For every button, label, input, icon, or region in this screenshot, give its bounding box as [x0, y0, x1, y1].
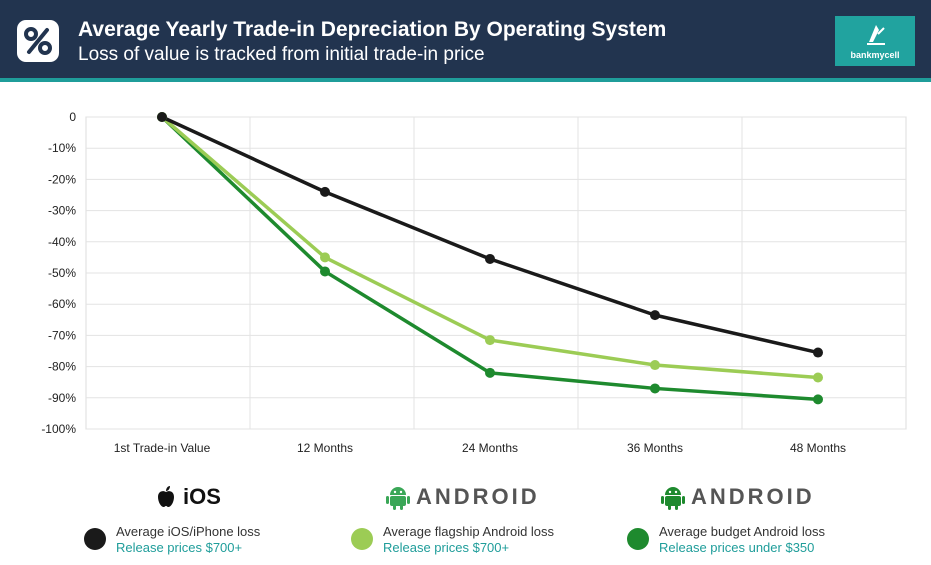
data-point-series-0	[813, 347, 823, 358]
page-title: Average Yearly Trade-in Depreciation By …	[78, 18, 667, 41]
brand-logo: bankmycell	[835, 16, 915, 66]
data-point-series-2	[320, 266, 330, 277]
y-tick-label: -90%	[48, 391, 76, 405]
data-point-series-1	[813, 372, 823, 383]
legend-name-budget-android: Average budget Android loss	[659, 524, 825, 539]
x-tick-label: 24 Months	[462, 441, 518, 455]
legend-name-ios: Average iOS/iPhone loss	[116, 524, 261, 539]
ios-label: iOS	[183, 484, 221, 509]
y-tick-label: -80%	[48, 360, 76, 374]
ios-logo: iOS	[155, 484, 221, 510]
legend-dot-ios	[84, 528, 106, 550]
android-robot-icon	[386, 487, 410, 510]
legend-item-ios: Average iOS/iPhone loss Release prices $…	[84, 524, 260, 556]
y-tick-label: -100%	[41, 422, 76, 436]
legend-note-flagship-android: Release prices $700+	[383, 540, 510, 555]
legend-item-flagship-android: Average flagship Android loss Release pr…	[351, 524, 554, 556]
data-point-series-0	[650, 310, 660, 321]
legend-dot-budget-android	[627, 528, 649, 550]
data-point-series-1	[650, 360, 660, 371]
data-point-series-0	[485, 253, 495, 264]
data-point-series-1	[320, 252, 330, 263]
x-tick-label: 36 Months	[627, 441, 683, 455]
android-label-flagship: ANDROID	[416, 484, 540, 509]
y-tick-label: -40%	[48, 235, 76, 249]
percent-badge	[17, 20, 59, 62]
y-tick-label: -10%	[48, 141, 76, 155]
x-tick-label: 1st Trade-in Value	[114, 441, 211, 455]
x-tick-label: 12 Months	[297, 441, 353, 455]
y-tick-label: -70%	[48, 328, 76, 342]
y-tick-label: -20%	[48, 172, 76, 186]
percent-icon	[24, 27, 52, 55]
legend-area: iOS ANDROID ANDROID Avera	[0, 470, 931, 565]
depreciation-line-chart: 0 -10% -20% -30% -40% -50% -60% -70% -80% -90% -10…	[41, 110, 907, 455]
x-tick-label: 48 Months	[790, 441, 846, 455]
data-point-series-0	[320, 186, 330, 197]
legend-note-budget-android: Release prices under $350	[659, 540, 815, 555]
data-point-series-0	[157, 112, 167, 122]
android-robot-icon	[661, 487, 685, 510]
android-label-budget: ANDROID	[691, 484, 815, 509]
data-point-series-1	[485, 335, 495, 346]
apple-icon	[158, 486, 174, 507]
data-point-series-2	[650, 383, 660, 394]
android-logo-budget: ANDROID	[661, 484, 815, 510]
y-tick-label: -50%	[48, 266, 76, 280]
brand-name: bankmycell	[850, 50, 900, 60]
page-subtitle: Loss of value is tracked from initial tr…	[78, 44, 485, 65]
y-tick-label: 0	[69, 110, 76, 124]
legend-item-budget-android: Average budget Android loss Release pric…	[627, 524, 825, 556]
y-tick-label: -60%	[48, 297, 76, 311]
legend-dot-flagship-android	[351, 528, 373, 550]
bankmycell-logo-icon	[867, 25, 885, 45]
android-logo-flagship: ANDROID	[386, 484, 540, 510]
legend-note-ios: Release prices $700+	[116, 540, 243, 555]
data-point-series-2	[813, 394, 823, 405]
data-point-series-2	[485, 367, 495, 378]
legend-name-flagship-android: Average flagship Android loss	[383, 524, 555, 539]
header-accent-stripe	[0, 78, 931, 82]
header-bar: Average Yearly Trade-in Depreciation By …	[0, 0, 931, 78]
y-tick-label: -30%	[48, 204, 76, 218]
